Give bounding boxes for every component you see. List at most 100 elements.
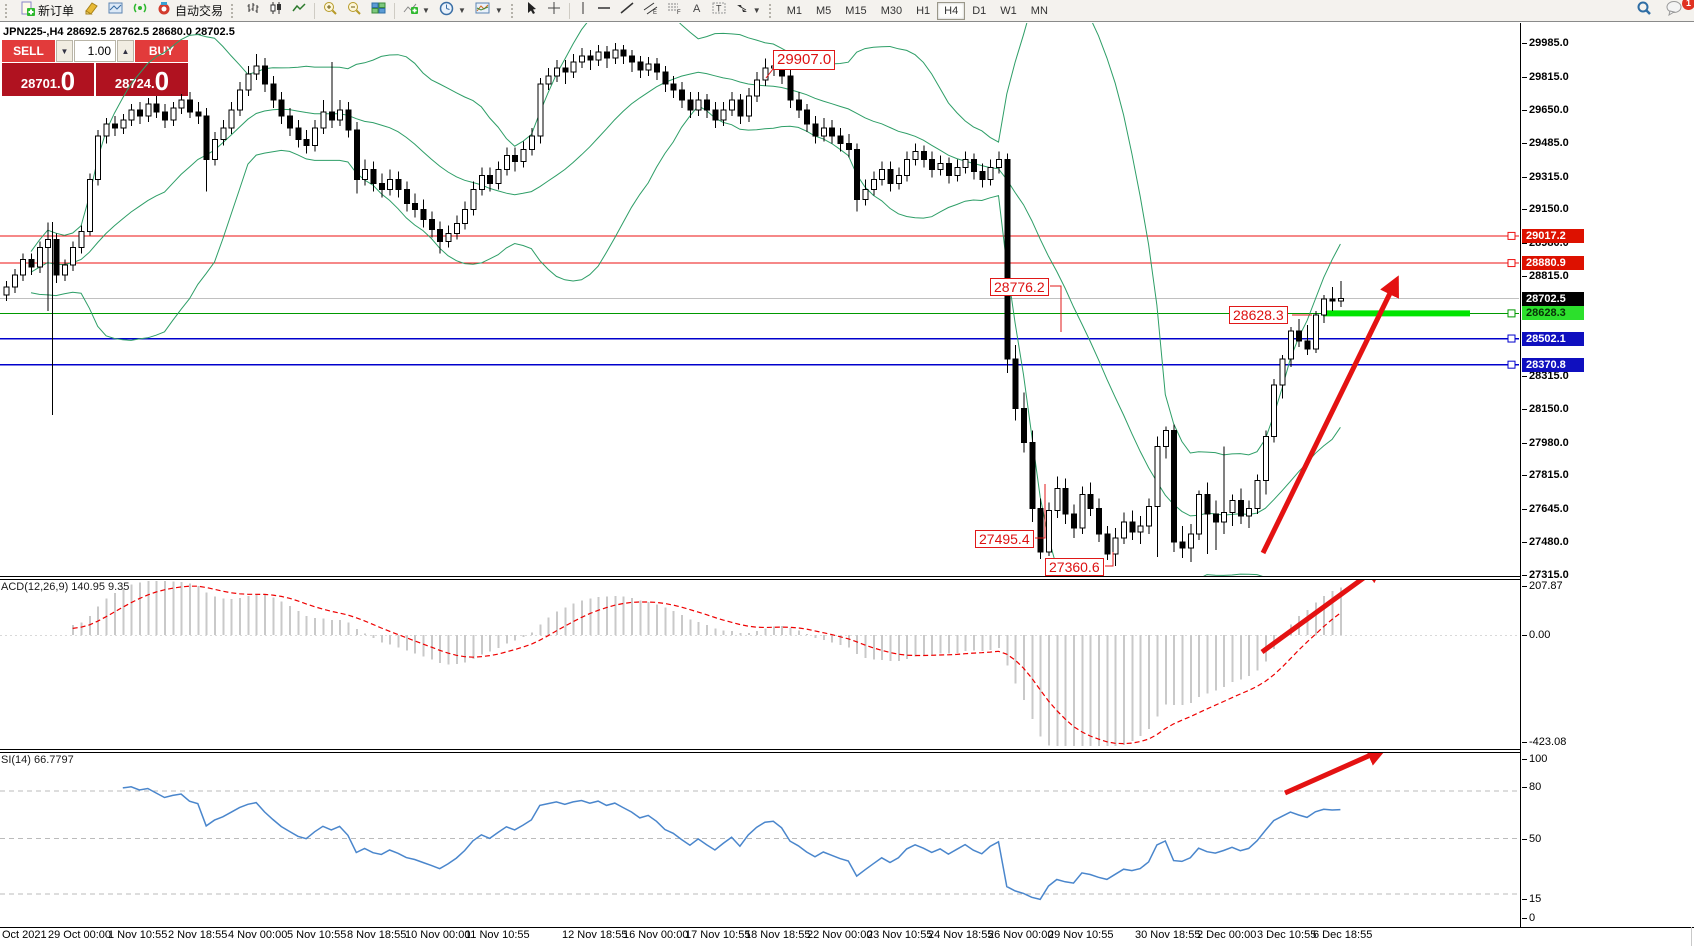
- equidistant-channel-tool-button[interactable]: E: [639, 1, 662, 21]
- auto-trading-button[interactable]: 自动交易: [153, 1, 227, 21]
- bull-candle-body: [937, 163, 944, 171]
- time-axis-label: 5 Nov 10:55: [287, 929, 347, 941]
- bear-candle-body: [562, 67, 569, 73]
- price-callout-label[interactable]: 29907.0: [773, 50, 836, 70]
- volume-increase-button[interactable]: ▲: [117, 40, 134, 62]
- bear-candle-body: [629, 55, 635, 63]
- templates-icon: [475, 1, 491, 20]
- signal-button[interactable]: [129, 1, 152, 21]
- bear-candle-body: [186, 99, 193, 113]
- sell-button[interactable]: SELL: [2, 40, 55, 62]
- bear-candle-body: [1204, 493, 1211, 515]
- bull-candle-body: [86, 179, 93, 232]
- price-tick: 29315.0: [1522, 170, 1569, 183]
- horizontal-line-tool-button[interactable]: [593, 1, 615, 21]
- new-order-button[interactable]: 新订单: [16, 1, 78, 21]
- templates-button[interactable]: ▼: [471, 1, 507, 21]
- time-axis-label: 18 Nov 18:55: [745, 929, 811, 941]
- volume-input[interactable]: 1.00: [74, 40, 116, 62]
- timeframe-button-m1[interactable]: M1: [786, 4, 802, 17]
- bear-candle-body: [1020, 408, 1027, 444]
- pane-separator[interactable]: [0, 749, 1694, 753]
- timeframe-button-h4[interactable]: H4: [937, 1, 966, 20]
- macd-pane-canvas[interactable]: [0, 579, 1520, 748]
- indicators-button[interactable]: ▼: [399, 1, 434, 21]
- timeframe-button-m15[interactable]: M15: [845, 4, 867, 17]
- level-line-anchor-square[interactable]: [1507, 360, 1516, 369]
- timeframe-button-h1[interactable]: H1: [916, 4, 931, 17]
- pane-separator[interactable]: [0, 576, 1694, 580]
- text-tool-button[interactable]: A: [687, 1, 707, 21]
- bull-candle-body: [220, 127, 227, 141]
- candlestick-mode-button[interactable]: [265, 1, 287, 21]
- bull-candle-body: [1321, 298, 1328, 316]
- zoom-out-button[interactable]: [343, 1, 366, 21]
- level-line-anchor-square[interactable]: [1507, 309, 1516, 318]
- zoom-in-button[interactable]: [319, 1, 342, 21]
- tile-windows-button[interactable]: [367, 1, 390, 21]
- bull-candle-body: [320, 111, 327, 129]
- bull-candle-body: [61, 264, 68, 276]
- price-pane-canvas[interactable]: [0, 23, 1520, 576]
- timeframe-button-d1[interactable]: D1: [972, 4, 987, 17]
- price-callout-label[interactable]: 28628.3: [1229, 306, 1288, 324]
- bull-candle-body: [253, 65, 260, 75]
- arrows-tool-button[interactable]: ▼: [731, 1, 765, 21]
- dropdown-caret-icon[interactable]: ▼: [457, 6, 466, 15]
- bollinger-band-line[interactable]: [30, 23, 1341, 456]
- bear-candle-body: [111, 123, 118, 129]
- price-tick: 29150.0: [1522, 203, 1569, 216]
- crosshair-tool-button[interactable]: [543, 1, 565, 21]
- chart-area[interactable]: JPN225-,H4 28692.5 28762.5 28680.0 28702…: [0, 23, 1694, 946]
- bull-candle-body: [103, 123, 110, 137]
- level-line-anchor-square[interactable]: [1507, 334, 1516, 343]
- styler-button[interactable]: [79, 1, 103, 21]
- line-chart-mode-button[interactable]: [288, 1, 310, 21]
- buy-price-display[interactable]: 28724. 0: [96, 63, 188, 96]
- bull-candle-body: [503, 155, 510, 171]
- level-line-anchor-square[interactable]: [1507, 231, 1516, 240]
- bollinger-band-line[interactable]: [30, 105, 1340, 576]
- trend-arrow-macd[interactable]: [1260, 579, 1386, 655]
- price-callout-label[interactable]: 28776.2: [990, 278, 1049, 296]
- notifications-button[interactable]: 1: [1662, 0, 1694, 21]
- cursor-tool-button[interactable]: [522, 1, 542, 21]
- text-label-tool-button[interactable]: T: [708, 1, 730, 21]
- bear-candle-body: [53, 238, 60, 276]
- fibonacci-tool-button[interactable]: F: [663, 1, 686, 21]
- dropdown-caret-icon[interactable]: ▼: [494, 6, 503, 15]
- trend-arrow-rsi[interactable]: [1283, 752, 1388, 796]
- trendline-tool-button[interactable]: [616, 1, 638, 21]
- time-axis-label: 11 Nov 10:55: [465, 929, 530, 941]
- sell-price-display[interactable]: 28701. 0: [2, 63, 94, 96]
- timeframe-button-w1[interactable]: W1: [1000, 4, 1017, 17]
- bear-candle-body: [262, 65, 269, 85]
- bull-candle-body: [879, 169, 886, 181]
- horizontal-line-icon: [597, 1, 611, 20]
- level-line-anchor-square[interactable]: [1507, 259, 1516, 268]
- bar-chart-mode-button[interactable]: [242, 1, 264, 21]
- bollinger-band-line[interactable]: [30, 71, 1341, 517]
- bear-candle-body: [929, 159, 936, 171]
- timeframe-button-m5[interactable]: M5: [816, 4, 832, 17]
- price-callout-label[interactable]: 27360.6: [1045, 558, 1104, 576]
- vertical-line-tool-button[interactable]: [574, 1, 592, 21]
- periods-button[interactable]: ▼: [435, 1, 470, 21]
- market-watch-button[interactable]: [104, 1, 128, 21]
- candlestick-series[interactable]: [3, 43, 1344, 566]
- toolbar-grip: [768, 3, 776, 18]
- volume-decrease-button[interactable]: ▼: [56, 40, 73, 62]
- price-axis[interactable]: 29985.0 29815.0 29650.0 29485.0 29315.0 29150…: [1520, 23, 1694, 927]
- dropdown-caret-icon[interactable]: ▼: [422, 6, 430, 15]
- timeframe-button-m30[interactable]: M30: [880, 4, 903, 17]
- price-tick: 28315.0: [1522, 369, 1569, 382]
- search-button[interactable]: [1632, 1, 1656, 21]
- rsi-pane-canvas[interactable]: [0, 752, 1520, 927]
- dropdown-caret-icon[interactable]: ▼: [752, 6, 761, 15]
- bear-candle-body: [378, 183, 385, 191]
- bull-candle-body: [1229, 499, 1236, 513]
- timeframe-button-mn[interactable]: MN: [1030, 4, 1048, 17]
- price-callout-label[interactable]: 27495.4: [975, 530, 1034, 548]
- bear-candle-body: [1012, 358, 1019, 410]
- buy-button[interactable]: BUY: [135, 40, 188, 62]
